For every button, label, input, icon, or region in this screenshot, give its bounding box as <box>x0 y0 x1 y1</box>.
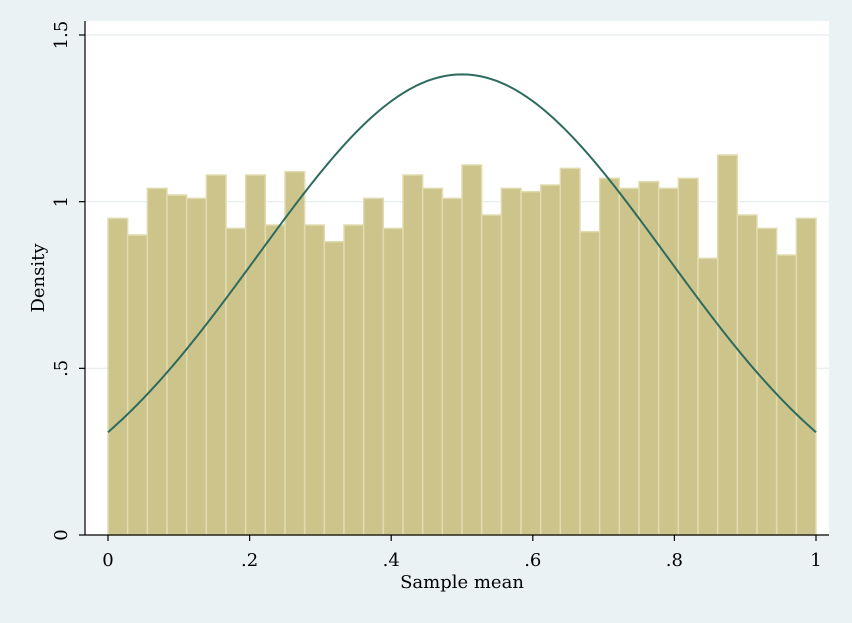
histogram-bar <box>520 190 542 536</box>
x-tick-label: .2 <box>241 550 258 571</box>
histogram-bar <box>343 224 365 536</box>
histogram-bar <box>775 254 798 536</box>
histogram-bar <box>323 240 345 536</box>
histogram-bar <box>205 174 227 536</box>
histogram-bar <box>421 187 444 536</box>
histogram-bar <box>598 177 621 536</box>
x-tick-label: .4 <box>383 550 400 571</box>
y-tick-label: 1.5 <box>51 21 72 50</box>
x-tick-label: .6 <box>524 550 541 571</box>
x-tick-label: .8 <box>666 550 683 571</box>
histogram-bar <box>756 227 778 536</box>
histogram-bar <box>441 197 463 536</box>
histogram-bar <box>166 194 188 536</box>
histogram-bar <box>638 180 660 536</box>
histogram-bar <box>284 170 306 536</box>
histogram-bar <box>126 234 149 536</box>
y-tick-label: 0 <box>51 529 72 540</box>
y-tick-label: 1 <box>51 196 72 207</box>
y-axis-label: Density <box>28 243 49 313</box>
histogram-bar <box>303 224 326 536</box>
x-axis-label: Sample mean <box>400 572 524 593</box>
histogram-bar <box>736 214 758 536</box>
histogram-bar <box>539 184 562 536</box>
histogram-bar <box>618 187 640 536</box>
histogram-bar <box>500 187 522 536</box>
histogram-bar <box>362 197 385 536</box>
x-tick-label: 0 <box>102 550 113 571</box>
histogram-bar <box>264 224 286 536</box>
histogram-bar <box>382 227 404 536</box>
normal-density-curve <box>107 73 817 433</box>
histogram-bar <box>461 164 483 536</box>
axes: 0 .2 .4 .6 .8 1 0 .5 1 1.5 <box>51 21 829 571</box>
histogram-bar <box>480 214 503 536</box>
histogram-bar <box>107 217 129 536</box>
histogram-bar <box>657 187 680 536</box>
x-tick-label: 1 <box>810 550 821 571</box>
histogram-bar <box>677 177 699 536</box>
histogram-bar <box>244 174 267 536</box>
histogram-bar <box>146 187 168 536</box>
histogram-bar <box>559 167 581 536</box>
histogram-bar <box>185 197 208 536</box>
histogram-bar <box>795 217 817 536</box>
histogram-bar <box>402 174 424 536</box>
y-tick-label: .5 <box>51 360 72 377</box>
histogram-bar <box>697 257 719 536</box>
histogram-bars <box>107 154 817 536</box>
histogram-bar <box>579 230 601 536</box>
